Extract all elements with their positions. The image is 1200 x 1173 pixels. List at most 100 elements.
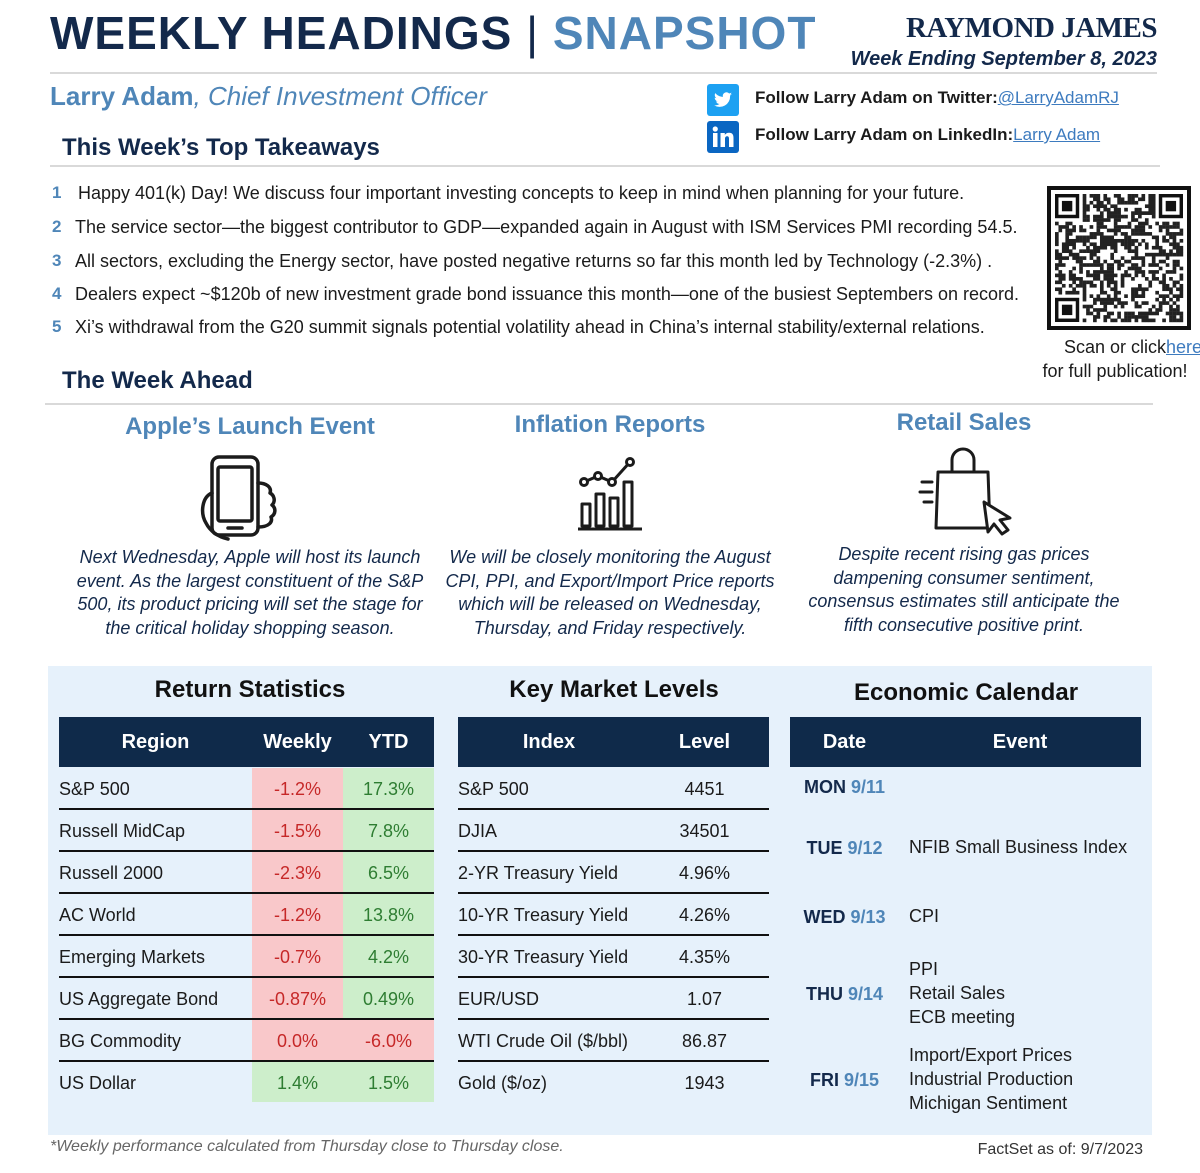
qr-module [1099, 266, 1104, 271]
qr-module [1158, 280, 1163, 285]
qr-module [1162, 273, 1166, 278]
qr-module [1127, 259, 1132, 264]
qr-module [1103, 238, 1108, 243]
qr-module [1117, 207, 1121, 212]
qr-module [1106, 242, 1111, 247]
qr-module [1172, 280, 1177, 285]
qr-module [1172, 221, 1177, 226]
takeaway-number: 5 [52, 317, 62, 336]
qr-module [1093, 245, 1097, 250]
qr-module [1155, 277, 1159, 281]
qr-module [1144, 287, 1149, 292]
qr-module [1065, 238, 1070, 243]
qr-module [1148, 204, 1153, 209]
qr-module [1169, 311, 1173, 316]
qr-module [1134, 315, 1139, 319]
qr-module [1072, 273, 1076, 278]
qr-module [1134, 263, 1139, 267]
qr-module [1169, 290, 1173, 295]
qr-module [1082, 194, 1087, 198]
qr-module [1096, 225, 1101, 229]
qr-text: Scan or click [1063, 337, 1167, 357]
calendar-date: FRI 9/15 [790, 1070, 899, 1091]
linkedin-icon[interactable] [707, 121, 739, 153]
qr-module [1099, 283, 1104, 288]
calendar-event: CPI [909, 906, 940, 926]
qr-module [1141, 232, 1146, 236]
qr-module [1096, 256, 1101, 260]
qr-module [1055, 256, 1059, 260]
qr-module [1124, 294, 1128, 298]
qr-module [1120, 232, 1125, 236]
qr-module [1110, 266, 1115, 271]
qr-module [1158, 252, 1163, 257]
qr-module [1176, 287, 1180, 292]
qr-module [1165, 270, 1170, 274]
social-link[interactable]: Larry Adam [1013, 125, 1101, 144]
qr-module [1155, 238, 1159, 243]
qr-code[interactable] [1047, 186, 1191, 330]
qr-module [1061, 304, 1073, 316]
qr-module [1127, 200, 1132, 205]
qr-module [1120, 263, 1125, 267]
social-link[interactable]: @LarryAdamRJ [997, 88, 1119, 107]
qr-module [1099, 232, 1104, 236]
qr-module [1172, 259, 1177, 264]
qr-module [1155, 290, 1159, 295]
qr-module [1144, 221, 1149, 226]
qr-module [1155, 308, 1159, 312]
takeaway-text: Xi’s withdrawal from the G20 summit sign… [75, 317, 985, 337]
qr-module [1099, 242, 1104, 247]
qr-module [1086, 245, 1090, 250]
qr-module [1124, 225, 1128, 229]
qr-module [1138, 304, 1142, 309]
qr-module [1134, 301, 1139, 305]
qr-module [1113, 318, 1118, 323]
qr-module [1072, 290, 1076, 295]
qr-module [1127, 194, 1132, 198]
qr-module [1113, 232, 1118, 236]
qr-module [1134, 290, 1139, 295]
qr-module [1165, 311, 1170, 316]
qr-module [1127, 221, 1132, 226]
qr-module [1124, 214, 1128, 219]
qr-module [1176, 311, 1180, 316]
qr-module [1162, 294, 1166, 298]
qr-module [1131, 218, 1135, 222]
qr-module [1141, 211, 1146, 215]
qr-module [1106, 315, 1111, 319]
calendar-event: PPI [909, 959, 939, 979]
takeaway-number: 1 [52, 183, 62, 202]
qr-module [1151, 318, 1156, 323]
calendar-event: Import/Export Prices [909, 1045, 1073, 1065]
qr-module [1079, 270, 1083, 274]
qr-module [1124, 238, 1128, 243]
qr-module [1106, 301, 1111, 305]
qr-module [1155, 242, 1159, 247]
qr-module [1155, 311, 1159, 316]
qr-module [1158, 225, 1163, 229]
qr-module [1096, 311, 1101, 316]
qr-module [1144, 301, 1149, 305]
qr-module [1096, 214, 1101, 219]
qr-module [1131, 256, 1135, 260]
qr-module [1165, 238, 1170, 243]
qr-module [1113, 204, 1118, 209]
qr-module [1179, 294, 1184, 298]
twitter-icon[interactable] [707, 84, 739, 116]
qr-module [1158, 259, 1163, 264]
qr-module [1110, 235, 1115, 240]
qr-module [1162, 252, 1166, 257]
qr-link[interactable]: here [1166, 337, 1200, 357]
qr-module [1151, 235, 1156, 240]
qr-module [1065, 245, 1070, 250]
qr-module [1162, 249, 1166, 254]
qr-module [1165, 252, 1170, 257]
qr-module [1113, 228, 1118, 233]
qr-module [1106, 207, 1111, 212]
qr-module [1093, 252, 1097, 257]
qr-module [1089, 252, 1094, 257]
qr-module [1096, 232, 1101, 236]
qr-module [1134, 225, 1139, 229]
